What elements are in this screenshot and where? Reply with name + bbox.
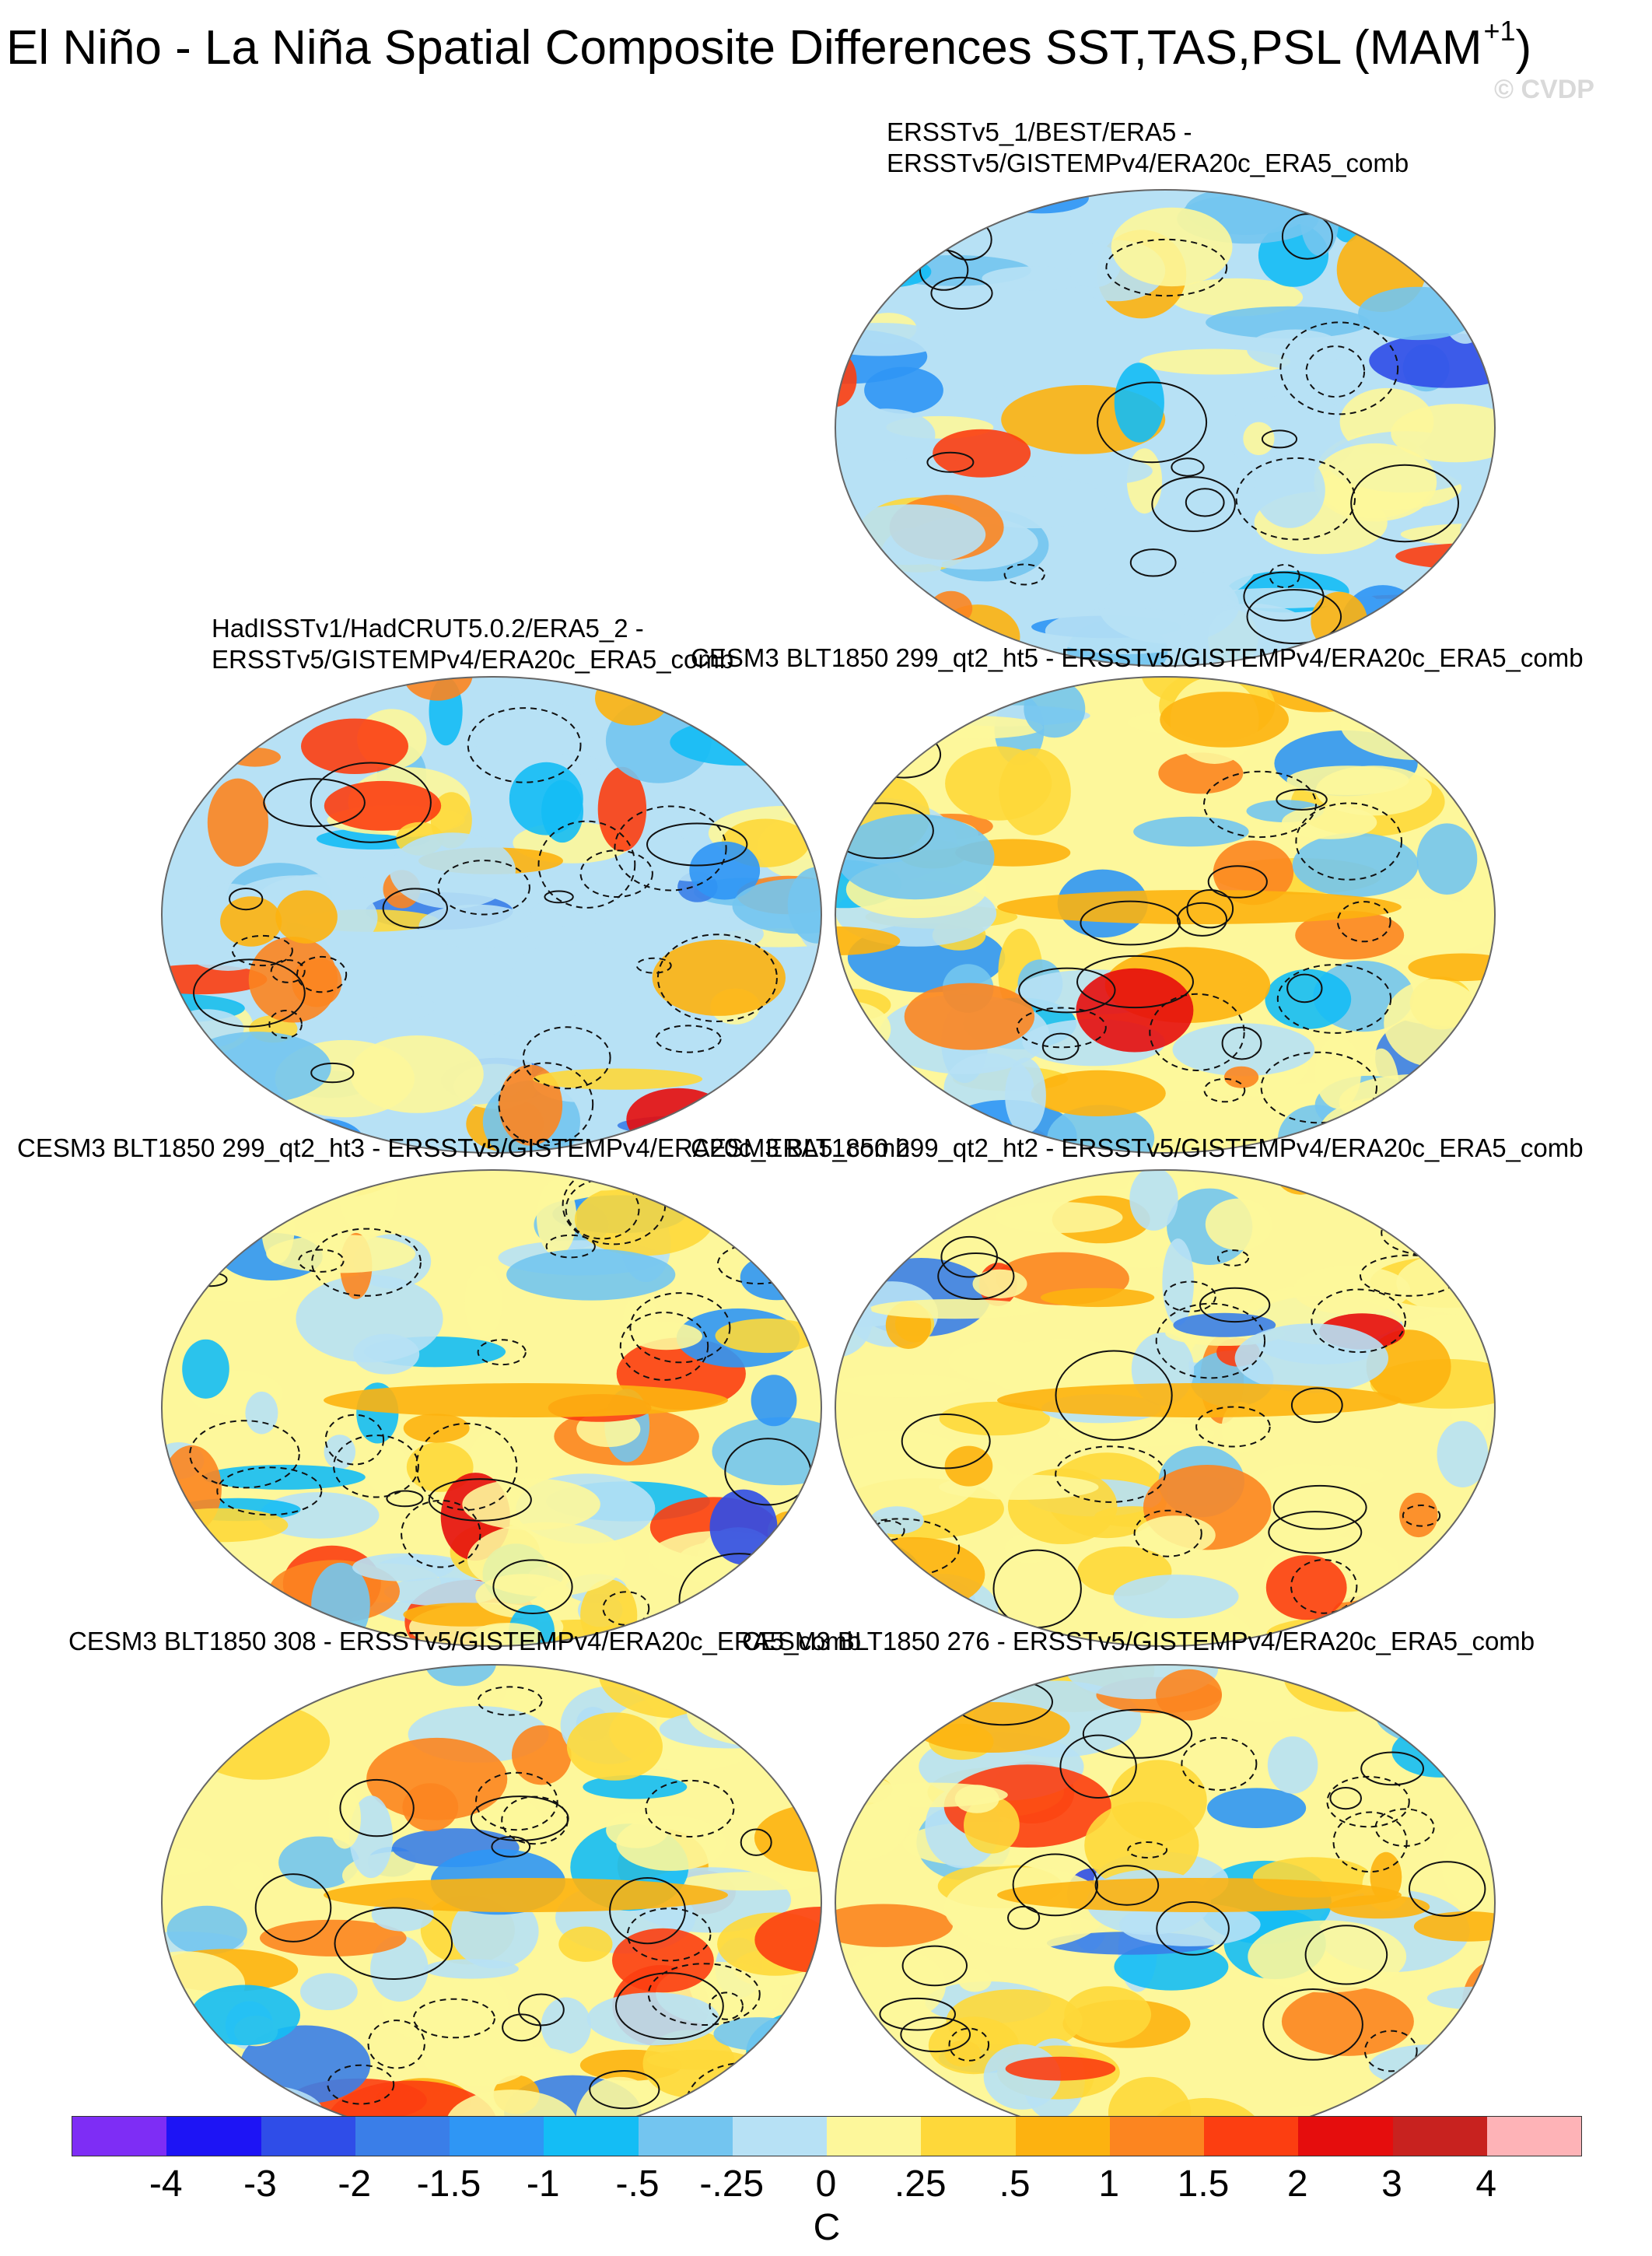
colorbar-tick-label: -1 [526, 2163, 560, 2205]
figure-title: El Niño - La Niña Spatial Composite Diff… [6, 17, 1531, 72]
panel-6-label-line1: CESM3 BLT1850 308 - ERSSTv5/GISTEMPv4/ER… [68, 1627, 862, 1655]
colorbar-tick-label: 1 [1098, 2163, 1120, 2205]
colorbar-swatch [72, 2117, 167, 2156]
panel-map-5 [834, 1167, 1496, 1649]
colorbar-tick-label: 0 [815, 2163, 837, 2205]
colorbar-swatch [544, 2117, 639, 2156]
colorbar-tick-label: -4 [149, 2163, 183, 2205]
panel-7-label-line1: CESM3 BLT1850 276 - ERSSTv5/GISTEMPv4/ER… [742, 1627, 1535, 1655]
panel-map-4 [160, 1167, 823, 1649]
colorbar-swatch [355, 2117, 450, 2156]
colorbar-swatch [827, 2117, 922, 2156]
panel-label-1: ERSSTv5_1/BEST/ERA5 - ERSSTv5/GISTEMPv4/… [887, 117, 1409, 179]
colorbar-tick-label: 2 [1286, 2163, 1308, 2205]
colorbar-tick-label: -2 [338, 2163, 372, 2205]
colorbar-units: C [813, 2207, 841, 2248]
panel-1-label-line1: ERSSTv5_1/BEST/ERA5 - [887, 117, 1192, 146]
colorbar [72, 2116, 1582, 2156]
colorbar-tick-label: -.25 [699, 2163, 765, 2205]
panel-label-7: CESM3 BLT1850 276 - ERSSTv5/GISTEMPv4/ER… [742, 1626, 1535, 1657]
colorbar-tick-label: -3 [243, 2163, 277, 2205]
colorbar-tick-label: -.5 [615, 2163, 660, 2205]
colorbar-swatch [732, 2117, 827, 2156]
title-text: El Niño - La Niña Spatial Composite Diff… [6, 21, 1482, 75]
panel-map-2 [160, 674, 823, 1156]
panel-1-label-line2: ERSSTv5/GISTEMPv4/ERA20c_ERA5_comb [887, 149, 1409, 177]
title-superscript: +1 [1483, 15, 1516, 47]
panel-3-label-line1: CESM3 BLT1850 299_qt2_ht5 - ERSSTv5/GIST… [691, 643, 1584, 672]
colorbar-tick-label: 4 [1475, 2163, 1497, 2205]
colorbar-tick-label: .25 [894, 2163, 947, 2205]
panel-2-label-line2: ERSSTv5/GISTEMPv4/ERA20c_ERA5_comb [212, 645, 734, 674]
colorbar-tick-label: -1.5 [416, 2163, 481, 2205]
panel-label-3: CESM3 BLT1850 299_qt2_ht5 - ERSSTv5/GIST… [691, 643, 1584, 674]
colorbar-swatch [1486, 2117, 1581, 2156]
colorbar-swatch [261, 2117, 355, 2156]
colorbar-swatch [1298, 2117, 1393, 2156]
panel-map-3 [834, 674, 1496, 1156]
colorbar-swatch [166, 2117, 261, 2156]
panel-map-6 [160, 1662, 823, 2144]
panel-label-4: CESM3 BLT1850 299_qt2_ht3 - ERSSTv5/GIST… [17, 1133, 910, 1164]
panel-5-label-line1: CESM3 BLT1850 299_qt2_ht2 - ERSSTv5/GIST… [691, 1133, 1584, 1162]
colorbar-swatch [450, 2117, 544, 2156]
colorbar-swatch [1392, 2117, 1487, 2156]
cvdp-watermark: © CVDP [1494, 75, 1594, 104]
colorbar-swatch [1204, 2117, 1299, 2156]
title-close: ) [1515, 21, 1532, 75]
panel-label-5: CESM3 BLT1850 299_qt2_ht2 - ERSSTv5/GIST… [691, 1133, 1584, 1164]
panel-label-6: CESM3 BLT1850 308 - ERSSTv5/GISTEMPv4/ER… [68, 1626, 861, 1657]
panel-label-2: HadISSTv1/HadCRUT5.0.2/ERA5_2 - ERSSTv5/… [212, 613, 733, 675]
panel-map-7 [834, 1662, 1496, 2144]
colorbar-swatch [921, 2117, 1016, 2156]
colorbar-tick-label: 1.5 [1177, 2163, 1230, 2205]
panel-2-label-line1: HadISSTv1/HadCRUT5.0.2/ERA5_2 - [212, 614, 644, 643]
panel-map-1 [834, 187, 1496, 669]
colorbar-swatch [1015, 2117, 1110, 2156]
colorbar-swatch [1109, 2117, 1204, 2156]
colorbar-swatch [638, 2117, 733, 2156]
colorbar-tick-label: .5 [999, 2163, 1031, 2205]
colorbar-tick-label: 3 [1381, 2163, 1402, 2205]
panel-4-label-line1: CESM3 BLT1850 299_qt2_ht3 - ERSSTv5/GIST… [17, 1133, 910, 1162]
